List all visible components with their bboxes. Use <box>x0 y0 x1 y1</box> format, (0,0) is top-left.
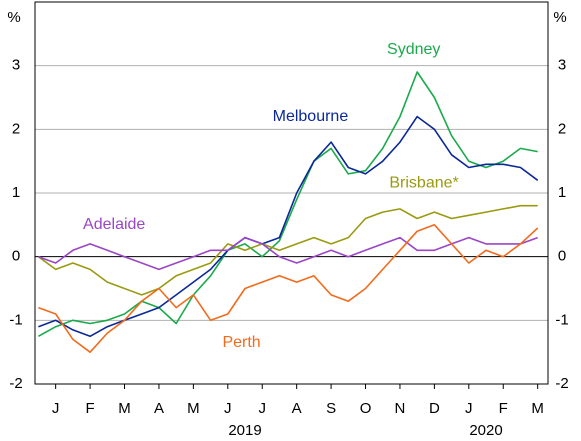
x-tick-label: N <box>395 400 406 417</box>
series-line <box>37 204 538 296</box>
x-tick-label: A <box>292 400 302 417</box>
x-tick-label: M <box>531 400 544 417</box>
year-label: 2020 <box>469 422 502 439</box>
series-label: Adelaide <box>83 216 145 233</box>
x-tick-label: M <box>187 400 200 417</box>
series-line <box>38 236 538 271</box>
series-label: Perth <box>222 334 260 351</box>
series-line <box>38 71 538 337</box>
x-tick-label: O <box>360 400 372 417</box>
y-tick-label-right: -1 <box>555 311 568 328</box>
plot-frame <box>34 1 549 385</box>
y-tick-label-right: 1 <box>558 184 566 201</box>
series-line <box>38 115 539 338</box>
x-tick-label: F <box>499 400 508 417</box>
y-tick-label-left: -2 <box>9 375 22 392</box>
y-tick-label-left: 0 <box>12 248 20 265</box>
y-tick-label-left: 2 <box>12 120 20 137</box>
x-tick-label: F <box>86 400 95 417</box>
series-line <box>38 224 539 353</box>
x-tick-label: J <box>465 400 473 417</box>
year-label: 2019 <box>228 422 261 439</box>
y-unit-right: % <box>553 9 566 26</box>
x-tick-label: J <box>258 400 266 417</box>
x-tick-label: J <box>224 400 232 417</box>
y-tick-label-left: 1 <box>12 184 20 201</box>
series-label: Melbourne <box>273 108 349 125</box>
y-tick-label-right: 0 <box>558 248 566 265</box>
y-unit-left: % <box>7 9 20 26</box>
y-tick-label-left: 3 <box>12 57 20 74</box>
y-tick-label-right: -2 <box>555 375 568 392</box>
y-tick-label-right: 2 <box>558 120 566 137</box>
x-tick-label: J <box>52 400 60 417</box>
x-tick-label: S <box>326 400 336 417</box>
y-tick-label-right: 3 <box>558 57 566 74</box>
y-tick-label-left: -1 <box>9 311 22 328</box>
x-tick-label: D <box>429 400 440 417</box>
x-tick-label: M <box>118 400 131 417</box>
x-tick-label: A <box>154 400 164 417</box>
series-label: Sydney <box>387 41 440 58</box>
series-label: Brisbane* <box>389 175 458 192</box>
